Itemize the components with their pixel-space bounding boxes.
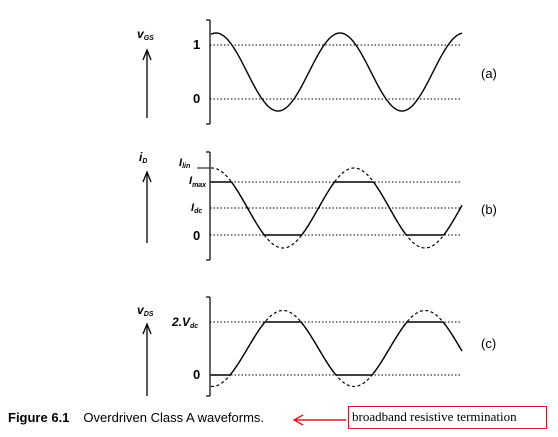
annotation-arrow-icon (292, 414, 346, 426)
panel-a-up-arrow (142, 48, 152, 118)
panel-a-tag: (a) (481, 66, 497, 81)
annotation-box: broadband resistive termination (348, 406, 547, 429)
figure-caption: Figure 6.1 Overdriven Class A waveforms. (8, 410, 264, 425)
panel-c-clipped-waveform (211, 321, 463, 376)
panel-a-waveform (210, 32, 463, 112)
panel-b-tag: (b) (481, 202, 497, 217)
panel-a-var-label: vGS (137, 27, 154, 42)
panel-c-up-arrow (142, 322, 152, 396)
panel-c-var-label: vDS (137, 303, 154, 318)
waveform-figure: vGS 1 0 (a) iD Ilin Imax Idc (137, 19, 497, 397)
annotation-text: broadband resistive termination (352, 409, 517, 424)
panel-a: vGS 1 0 (a) (137, 19, 497, 125)
figure-caption-text: Overdriven Class A waveforms. (83, 410, 265, 425)
panel-c-tag: (c) (481, 336, 496, 351)
panel-a-level-1: 1 (193, 37, 200, 52)
panel-c-level-0: 0 (193, 367, 200, 382)
panel-c-level-2vdc: 2.Vdc (171, 315, 198, 330)
panel-b-clipped-waveform (211, 181, 463, 236)
panel-b-level-0: 0 (193, 228, 200, 243)
panel-b-level-max: Imax (189, 175, 207, 189)
panel-b: iD Ilin Imax Idc 0 (b) (139, 150, 497, 261)
panel-c: vDS 2.Vdc 0 (c) (137, 296, 496, 397)
panel-b-var-label: iD (139, 150, 147, 165)
panel-a-level-0: 0 (193, 91, 200, 106)
panel-b-level-lin: Ilin (179, 157, 190, 170)
panel-b-up-arrow (142, 170, 152, 243)
figure-label: Figure 6.1 (8, 410, 70, 425)
panel-b-level-dc: Idc (191, 202, 202, 215)
